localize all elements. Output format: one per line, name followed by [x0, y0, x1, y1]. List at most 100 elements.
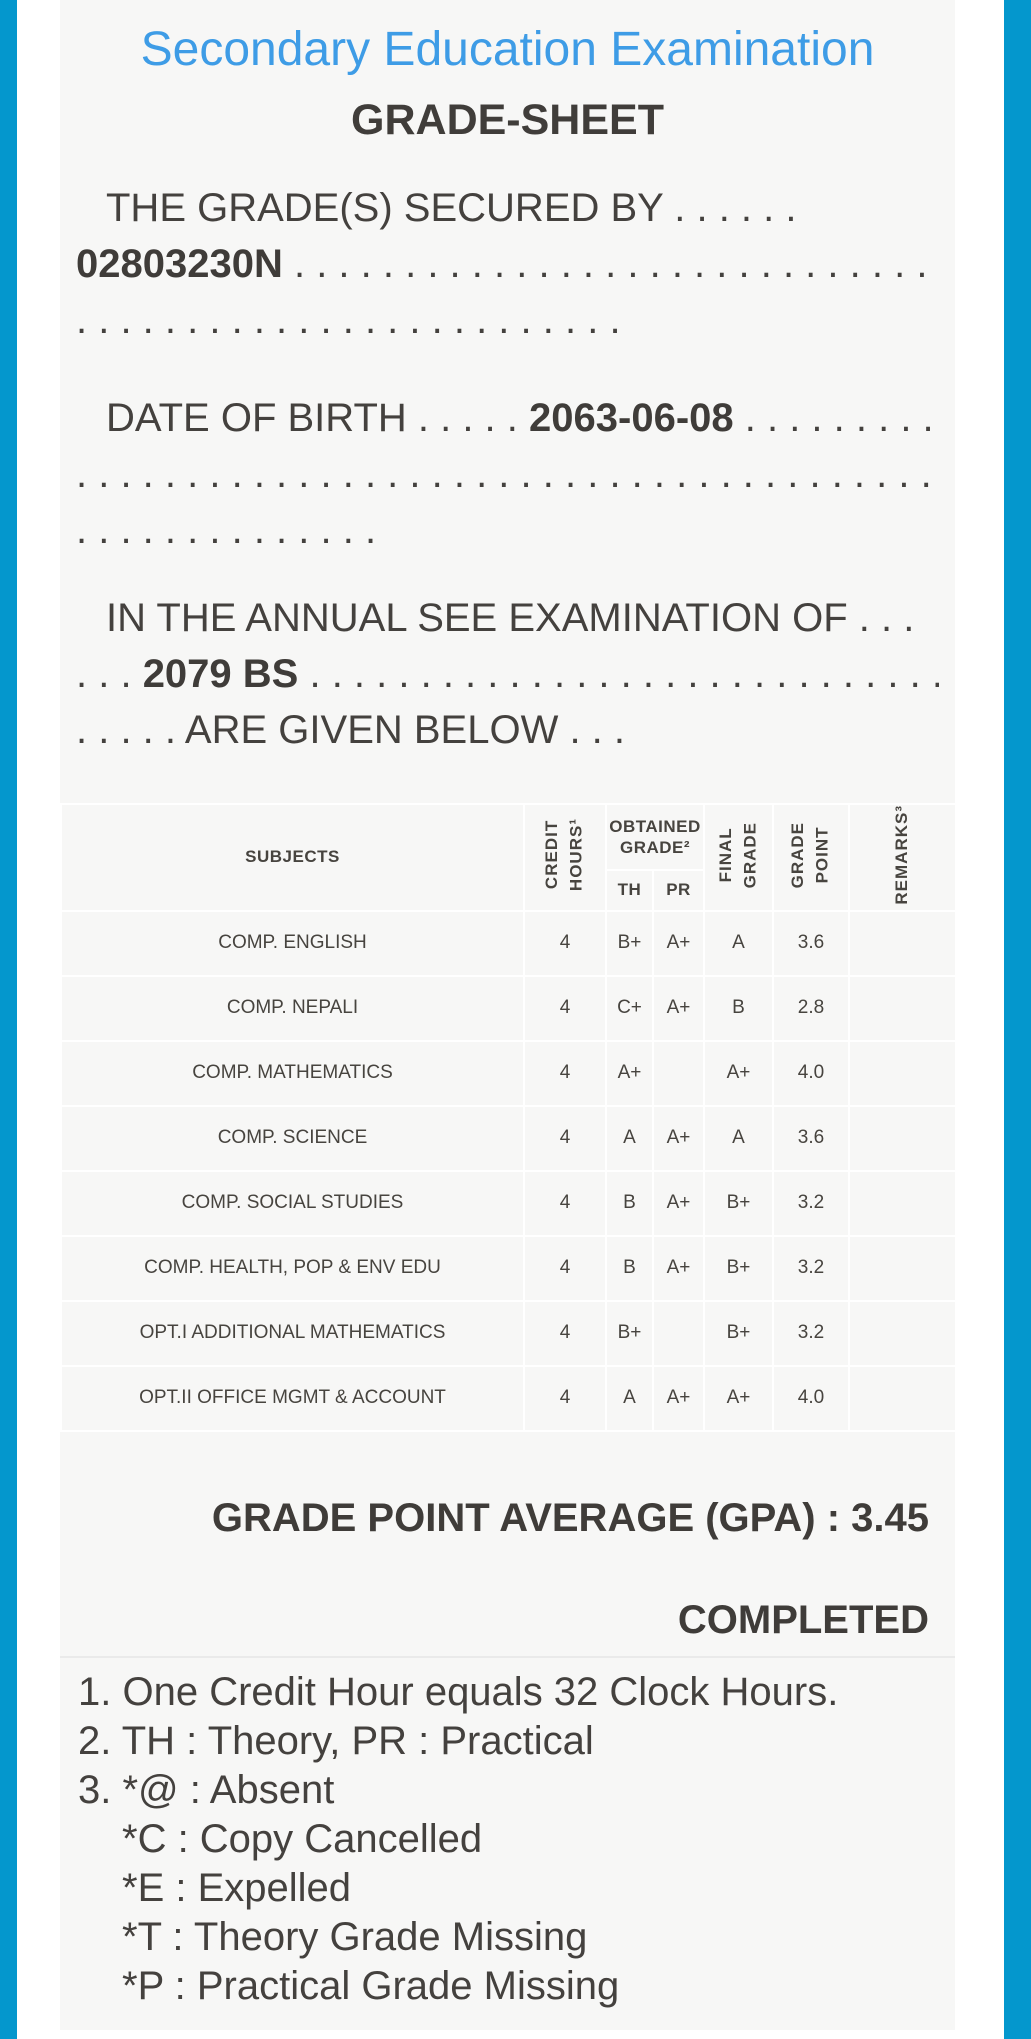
dot-leader: . . .: [76, 652, 143, 696]
secured-by-line2: 02803230N . . . . . . . . . . . . . . . …: [76, 236, 939, 292]
cell-credit-hours: 4: [523, 1299, 607, 1367]
dot-leader: . . . . . . . . . . . . . . . . . . . . …: [309, 652, 939, 696]
footnote-practical-missing: *P : Practical Grade Missing: [122, 1963, 620, 2008]
cell-credit-hours: 4: [523, 1039, 607, 1107]
grades-table: SUBJECTS CREDIT HOURS¹ OBTAINED GRADE² FIN…: [60, 803, 955, 1432]
footnote-copy-cancelled: *C : Copy Cancelled: [122, 1816, 483, 1861]
cell-pr-grade: A+: [651, 1234, 706, 1302]
cell-pr-grade: [651, 1299, 706, 1367]
exam-title: Secondary Education Examination: [140, 23, 875, 76]
table-row: COMP. ENGLISH 4 B+ A+ A 3.6: [60, 909, 955, 977]
cell-subject: OPT.II OFFICE MGMT & ACCOUNT: [60, 1364, 525, 1432]
cell-th-grade: A+: [605, 1039, 654, 1107]
dot-leader: . . . . . . . . . . . . . . . . . . . . …: [76, 298, 621, 342]
cell-pr-grade: A+: [651, 1104, 706, 1172]
cell-credit-hours: 4: [523, 909, 607, 977]
statement-exam: IN THE ANNUAL SEE EXAMINATION OF . . . .…: [60, 590, 955, 758]
footnote-expelled: *E : Expelled: [122, 1865, 352, 1910]
cell-th-grade: B: [605, 1169, 654, 1237]
cell-remarks: [848, 1039, 955, 1107]
statement-secured-by: THE GRADE(S) SECURED BY . . . . . . 0280…: [60, 180, 955, 348]
cell-final-grade: A+: [703, 1364, 775, 1432]
cell-grade-point: 3.2: [772, 1169, 851, 1237]
col-header-obtained-grade: OBTAINED GRADE²: [604, 803, 706, 871]
exam-line1: IN THE ANNUAL SEE EXAMINATION OF . . .: [106, 596, 915, 640]
dot-leader: . . . . . . . . . . . . . . . . . . . . …: [76, 452, 939, 496]
col-header-final-grade: FINAL GRADE: [703, 803, 775, 912]
exam-line3: . . . . . ARE GIVEN BELOW . . .: [76, 708, 626, 752]
gpa-label: GRADE POINT AVERAGE (GPA) :: [211, 1495, 852, 1540]
table-row: COMP. SOCIAL STUDIES 4 B A+ B+ 3.2: [60, 1169, 955, 1237]
table-row: COMP. MATHEMATICS 4 A+ A+ 4.0: [60, 1039, 955, 1107]
col-header-grade-point: GRADE POINT: [772, 803, 851, 912]
cell-grade-point: 4.0: [772, 1364, 851, 1432]
table-row: OPT.II OFFICE MGMT & ACCOUNT 4 A A+ A+ 4…: [60, 1364, 955, 1432]
exam-line2: . . . 2079 BS . . . . . . . . . . . . . …: [76, 646, 939, 702]
cell-pr-grade: A+: [651, 909, 706, 977]
dot-leader: . . . . . . . . . . . . . .: [76, 508, 377, 552]
statement-dob: DATE OF BIRTH . . . . . 2063-06-08 . . .…: [60, 390, 955, 558]
cell-pr-grade: A+: [651, 1364, 706, 1432]
cell-credit-hours: 4: [523, 1104, 607, 1172]
cell-subject: COMP. ENGLISH: [60, 909, 525, 977]
cell-credit-hours: 4: [523, 1169, 607, 1237]
document-page: Secondary Education Examination GRADE-SH…: [17, 0, 1004, 2039]
cell-th-grade: A: [605, 1104, 654, 1172]
cell-remarks: [848, 1169, 955, 1237]
cell-th-grade: C+: [605, 974, 654, 1042]
gpa-line: GRADE POINT AVERAGE (GPA) : 3.45: [60, 1494, 955, 1542]
sheet-title: GRADE-SHEET: [351, 96, 664, 144]
cell-pr-grade: [651, 1039, 706, 1107]
dob-line1: DATE OF BIRTH . . . . . 2063-06-08 . . .…: [76, 390, 939, 446]
cell-grade-point: 4.0: [772, 1039, 851, 1107]
cell-credit-hours: 4: [523, 1364, 607, 1432]
cell-grade-point: 3.2: [772, 1299, 851, 1367]
cell-grade-point: 3.2: [772, 1234, 851, 1302]
footnote-theory-missing: *T : Theory Grade Missing: [122, 1914, 588, 1959]
cell-final-grade: A+: [703, 1039, 775, 1107]
cell-subject: OPT.I ADDITIONAL MATHEMATICS: [60, 1299, 525, 1367]
col-header-remarks: REMARKS³: [848, 803, 955, 912]
dot-leader: . . . . . . . . . . . . . .: [744, 396, 939, 440]
cell-pr-grade: A+: [651, 1169, 706, 1237]
cell-pr-grade: A+: [651, 974, 706, 1042]
cell-credit-hours: 4: [523, 974, 607, 1042]
footnote-credit-hour: 1. One Credit Hour equals 32 Clock Hours…: [78, 1669, 839, 1714]
dob-value: 2063-06-08: [529, 396, 734, 440]
table-row: OPT.I ADDITIONAL MATHEMATICS 4 B+ B+ 3.2: [60, 1299, 955, 1367]
dob-line2: . . . . . . . . . . . . . . . . . . . . …: [76, 446, 939, 502]
col-header-pr: PR: [651, 868, 706, 912]
cell-remarks: [848, 1104, 955, 1172]
table-row: COMP. SCIENCE 4 A A+ A 3.6: [60, 1104, 955, 1172]
exam-year: 2079 BS: [142, 652, 299, 696]
symbol-number: 02803230N: [76, 242, 283, 286]
gpa-value: 3.45: [851, 1495, 929, 1540]
dob-line3: . . . . . . . . . . . . . .: [76, 502, 939, 558]
cell-grade-point: 3.6: [772, 1104, 851, 1172]
secured-by-line3: . . . . . . . . . . . . . . . . . . . . …: [76, 292, 939, 348]
cell-th-grade: A: [605, 1364, 654, 1432]
cell-subject: COMP. HEALTH, POP & ENV EDU: [60, 1234, 525, 1302]
cell-th-grade: B+: [605, 1299, 654, 1367]
gradesheet: Secondary Education Examination GRADE-SH…: [60, 0, 955, 2030]
col-header-th: TH: [605, 868, 654, 912]
cell-credit-hours: 4: [523, 1234, 607, 1302]
table-row: COMP. NEPALI 4 C+ A+ B 2.8: [60, 974, 955, 1042]
cell-final-grade: B+: [703, 1169, 775, 1237]
cell-remarks: [848, 909, 955, 977]
cell-th-grade: B+: [605, 909, 654, 977]
cell-remarks: [848, 974, 955, 1042]
cell-remarks: [848, 1299, 955, 1367]
footnotes: 1. One Credit Hour equals 32 Clock Hours…: [60, 1655, 955, 2011]
cell-final-grade: B+: [703, 1299, 775, 1367]
completion-status: COMPLETED: [677, 1597, 929, 1642]
cell-grade-point: 2.8: [772, 974, 851, 1042]
cell-remarks: [848, 1234, 955, 1302]
cell-grade-point: 3.6: [772, 909, 851, 977]
secured-by-line1: THE GRADE(S) SECURED BY . . . . . .: [106, 186, 797, 230]
cell-final-grade: A: [703, 1104, 775, 1172]
footnote-th-pr: 2. TH : Theory, PR : Practical: [78, 1718, 594, 1763]
cell-final-grade: B: [703, 974, 775, 1042]
cell-subject: COMP. NEPALI: [60, 974, 525, 1042]
